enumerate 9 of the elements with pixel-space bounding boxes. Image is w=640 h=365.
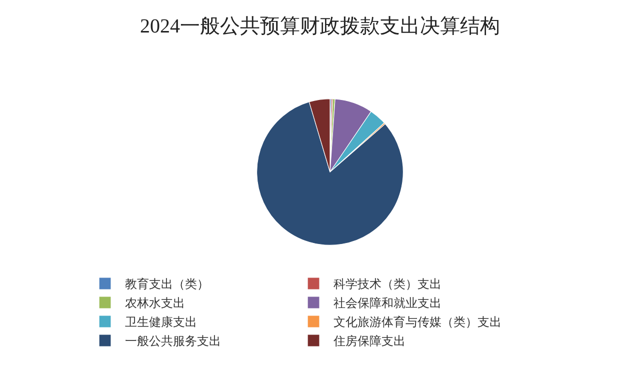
- legend-label: 科学技术（类）支出: [334, 277, 442, 292]
- legend-label: 一般公共服务支出: [125, 334, 222, 348]
- legend-label: 卫生健康支出: [125, 315, 198, 330]
- legend-label: 农林水支出: [125, 296, 186, 310]
- legend-label: 教育支出（类）: [125, 277, 210, 292]
- legend-label: 社会保障和就业支出: [334, 296, 442, 310]
- legend-label: 住房保障支出: [332, 334, 406, 348]
- chart-title: 2024一般公共预算财政拨款支出决算结构: [140, 15, 500, 38]
- legend-label: 文化旅游体育与传媒（类）支出: [334, 315, 502, 330]
